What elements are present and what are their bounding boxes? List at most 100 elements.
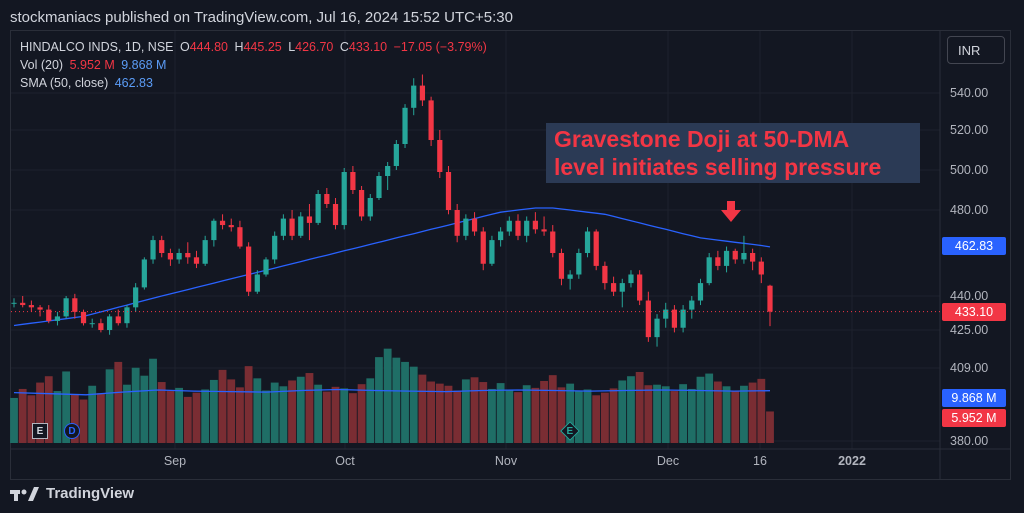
volume-bar (340, 388, 349, 443)
candle-body (498, 231, 504, 241)
candle-body (515, 220, 521, 236)
candle-body (732, 250, 738, 260)
down-arrow-icon (721, 210, 741, 222)
candle-body (141, 259, 147, 288)
candle-body (680, 309, 686, 328)
volume-bar (627, 376, 635, 443)
volume-bar (166, 391, 175, 443)
candle-body (133, 287, 139, 308)
time-axis-label: 2022 (838, 454, 866, 468)
low-value: 426.70 (295, 40, 334, 54)
candle-body (159, 240, 165, 253)
candle-body (280, 218, 286, 236)
volume-bar (592, 395, 601, 443)
candle-body (150, 240, 156, 260)
volume-bar (722, 386, 731, 443)
volume-bar (314, 384, 323, 443)
volume-bar (470, 377, 479, 443)
candle-body (193, 257, 200, 264)
volume-bar (157, 382, 166, 443)
candle-body (72, 298, 78, 312)
volume-bar (696, 376, 705, 443)
volume-bar (566, 383, 575, 443)
volume-bar (131, 367, 140, 443)
candle-body (80, 311, 87, 324)
volume-bar (262, 390, 270, 443)
volume-bar (453, 390, 462, 443)
volume-bar (209, 379, 218, 443)
volume-bar (175, 387, 184, 443)
volume-bar (140, 375, 149, 443)
candle-body (758, 261, 764, 275)
volume-bar (766, 411, 774, 443)
volume-bar (713, 381, 722, 443)
time-axis-label: Oct (335, 454, 355, 468)
candle-body (124, 307, 130, 324)
volume-ma-value: 9.868 M (121, 58, 167, 72)
time-axis-label: 16 (753, 454, 767, 468)
candle-body (219, 220, 226, 226)
volume-bar (496, 383, 505, 443)
sma-label: SMA (50, close) (20, 76, 109, 90)
candle-body (619, 283, 625, 292)
volume-bar (366, 378, 375, 443)
volume-bar (505, 389, 514, 443)
candle-body (715, 257, 721, 266)
volume-bar (348, 393, 357, 443)
open-label: O (180, 40, 190, 54)
dividend-event-icon[interactable]: D (64, 423, 80, 439)
sma-legend: SMA (50, close) 462.83 (20, 76, 156, 90)
earnings-event-icon[interactable]: E (32, 423, 48, 439)
volume-bar (44, 376, 53, 443)
currency-button[interactable]: INR (947, 36, 1005, 64)
candle-body (350, 172, 356, 190)
annotation-line-1: Gravestone Doji at 50-DMA (554, 126, 850, 152)
volume-bar (435, 383, 444, 443)
candle-body (211, 220, 217, 241)
candle-body (567, 274, 573, 279)
price-tick-label: 380.00 (950, 434, 988, 448)
symbol-name: HINDALCO INDS, 1D, NSE (20, 40, 174, 54)
volume-bar (53, 391, 62, 443)
low-label: L (288, 40, 296, 54)
volume-bar (740, 385, 748, 443)
candle-body (637, 274, 643, 301)
candle-body (332, 204, 339, 226)
candle-body (315, 194, 321, 223)
candle-body (645, 300, 651, 338)
volume-bar (218, 369, 227, 443)
symbol-legend: HINDALCO INDS, 1D, NSE O444.80 H445.25 L… (20, 40, 490, 54)
volume-bar (757, 378, 766, 443)
volume-bar (10, 397, 18, 443)
volume-bar (522, 385, 531, 443)
volume-bar (514, 392, 522, 443)
volume-bar (488, 388, 496, 443)
candle-body (28, 305, 34, 308)
annotation-line-2: level initiates selling pressure (554, 154, 882, 180)
candle-body (202, 240, 208, 264)
volume-bar (18, 388, 27, 443)
candle-body (411, 85, 417, 108)
candle-body (46, 309, 52, 321)
volume-bar (618, 380, 627, 443)
volume-bar (574, 390, 583, 443)
candle-body (506, 220, 512, 232)
candle-body (602, 265, 608, 284)
volume-bar (236, 387, 244, 443)
volume-bar (409, 366, 418, 443)
volume-bar (62, 371, 71, 443)
candle-body (584, 231, 591, 253)
earnings-diamond-label: E (566, 425, 574, 437)
volume-bar (27, 395, 36, 443)
candle-body (706, 257, 712, 284)
volume-bar (383, 348, 392, 443)
candle-body (246, 246, 252, 292)
candle-body (741, 253, 747, 260)
volume-bar (583, 389, 592, 443)
brand-name: TradingView (46, 485, 135, 502)
time-axis-label: Dec (657, 454, 679, 468)
volume-bar (687, 388, 696, 443)
open-value: 444.80 (189, 40, 228, 54)
candle-body (541, 229, 547, 232)
